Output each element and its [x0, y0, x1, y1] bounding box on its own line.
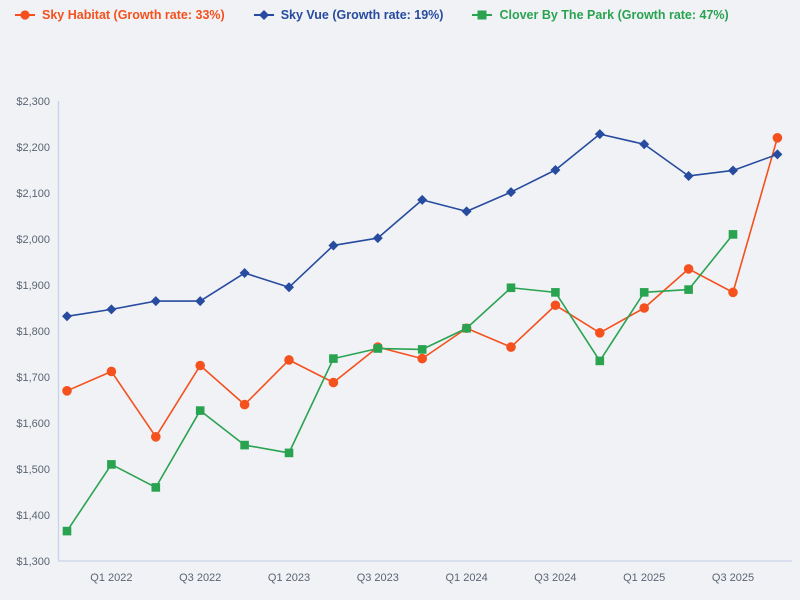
data-point-sky-habitat — [239, 399, 250, 410]
data-point-sky-habitat — [772, 133, 783, 143]
x-tick-label: Q3 2022 — [179, 572, 221, 584]
data-point-sky-vue — [506, 187, 516, 198]
y-tick-label: $1,400 — [16, 510, 50, 522]
data-point-sky-vue — [550, 165, 561, 175]
data-point-sky-habitat — [328, 377, 339, 388]
data-point-sky-habitat — [683, 264, 694, 274]
data-point-sky-vue — [594, 129, 605, 140]
data-point-clover-by-the-park — [62, 526, 72, 536]
data-point-sky-habitat — [151, 432, 161, 442]
y-tick-label: $2,000 — [16, 234, 50, 246]
data-point-sky-vue — [284, 282, 294, 293]
data-point-sky-vue — [62, 311, 72, 322]
circle-marker-icon — [15, 10, 35, 20]
x-tick-label: Q1 2024 — [445, 572, 487, 584]
series-line-sky-habitat — [66, 137, 779, 438]
data-point-clover-by-the-park — [107, 460, 116, 469]
data-point-sky-vue — [106, 304, 117, 315]
y-tick-label: $1,800 — [16, 326, 50, 338]
legend-item-sky-vue[interactable]: Sky Vue (Growth rate: 19%) — [253, 8, 444, 22]
data-point-sky-habitat — [417, 353, 428, 364]
data-point-clover-by-the-park — [417, 345, 427, 354]
data-point-sky-vue — [417, 194, 428, 205]
data-point-clover-by-the-park — [728, 230, 738, 239]
chart-legend: Sky Habitat (Growth rate: 33%) Sky Vue (… — [14, 8, 729, 22]
data-point-sky-habitat — [284, 355, 294, 365]
y-tick-label: $1,600 — [16, 418, 50, 430]
data-point-sky-vue — [328, 240, 339, 251]
data-point-clover-by-the-park — [595, 356, 605, 366]
data-point-sky-habitat — [550, 300, 561, 311]
x-tick-label: Q1 2022 — [90, 572, 132, 584]
data-point-sky-vue — [728, 165, 738, 176]
data-point-sky-vue — [372, 233, 383, 244]
y-tick-label: $1,300 — [16, 556, 50, 568]
data-point-sky-vue — [239, 268, 250, 279]
square-marker-icon — [472, 10, 493, 20]
data-point-clover-by-the-park — [373, 344, 383, 353]
series-line-clover-by-the-park — [66, 233, 734, 532]
data-point-clover-by-the-park — [551, 288, 560, 297]
series-line-sky-vue — [66, 133, 778, 318]
x-tick-label: Q3 2024 — [534, 572, 576, 584]
data-point-clover-by-the-park — [240, 440, 249, 450]
diamond-marker-icon — [253, 10, 274, 20]
data-point-clover-by-the-park — [151, 483, 161, 492]
data-point-sky-habitat — [595, 328, 605, 338]
y-tick-label: $1,500 — [16, 464, 50, 476]
data-point-clover-by-the-park — [684, 285, 693, 294]
y-tick-label: $1,700 — [16, 372, 50, 384]
y-tick-label: $2,100 — [16, 188, 50, 200]
data-point-sky-habitat — [728, 287, 738, 298]
data-point-clover-by-the-park — [506, 283, 516, 293]
x-tick-label: Q1 2023 — [268, 572, 310, 584]
data-point-clover-by-the-park — [284, 448, 294, 458]
data-point-sky-vue — [461, 206, 472, 217]
data-point-sky-vue — [150, 296, 161, 307]
data-point-sky-vue — [772, 149, 783, 160]
x-tick-label: Q1 2025 — [623, 572, 665, 584]
data-point-clover-by-the-park — [329, 354, 338, 363]
y-tick-label: $2,300 — [16, 96, 50, 108]
data-point-sky-habitat — [639, 303, 649, 313]
data-point-clover-by-the-park — [195, 406, 205, 415]
data-point-sky-vue — [683, 170, 694, 181]
data-point-clover-by-the-park — [639, 288, 649, 297]
data-point-clover-by-the-park — [462, 323, 471, 333]
x-tick-label: Q3 2025 — [712, 572, 754, 584]
data-point-sky-habitat — [195, 360, 205, 371]
x-tick-label: Q3 2023 — [357, 572, 399, 584]
data-point-sky-habitat — [106, 366, 117, 377]
legend-label-clover-by-the-park: Clover By The Park (Growth rate: 47%) — [499, 8, 729, 22]
data-point-sky-habitat — [506, 342, 516, 352]
data-point-sky-habitat — [62, 386, 72, 396]
y-tick-label: $2,200 — [16, 142, 50, 154]
legend-item-clover-by-the-park[interactable]: Clover By The Park (Growth rate: 47%) — [471, 8, 729, 22]
y-tick-label: $1,900 — [16, 280, 50, 292]
data-point-sky-vue — [639, 139, 650, 150]
legend-item-sky-habitat[interactable]: Sky Habitat (Growth rate: 33%) — [14, 8, 225, 22]
legend-label-sky-habitat: Sky Habitat (Growth rate: 33%) — [42, 8, 225, 22]
legend-label-sky-vue: Sky Vue (Growth rate: 19%) — [280, 8, 444, 22]
data-point-sky-vue — [195, 296, 206, 307]
axis-lines — [57, 101, 792, 562]
